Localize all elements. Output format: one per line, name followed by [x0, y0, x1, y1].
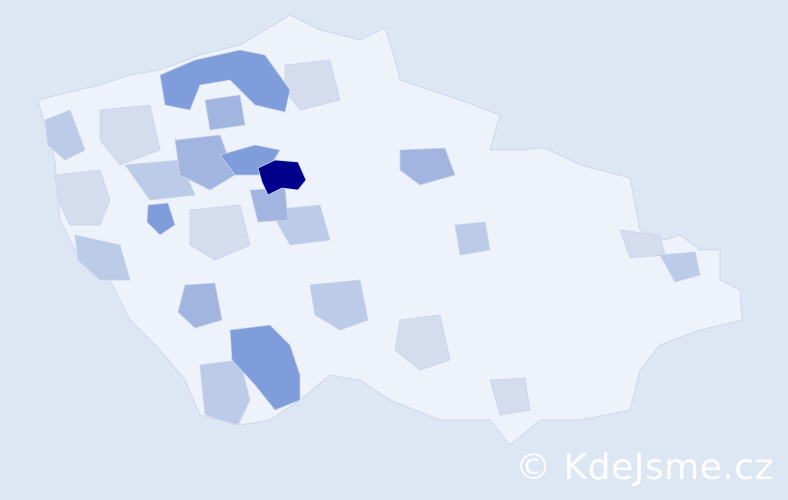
region	[159, 49, 291, 113]
region	[394, 314, 451, 371]
region	[659, 251, 701, 283]
region	[146, 202, 176, 236]
region	[99, 104, 161, 166]
region	[399, 147, 456, 186]
country-outline	[37, 14, 743, 446]
region	[124, 159, 196, 201]
region	[204, 94, 246, 131]
region	[229, 324, 301, 411]
region	[74, 234, 131, 281]
region	[309, 279, 369, 331]
region-darkest	[257, 159, 307, 196]
region	[177, 282, 223, 329]
region	[489, 377, 531, 416]
region	[454, 221, 491, 256]
region	[54, 169, 111, 226]
region	[174, 134, 236, 191]
region	[44, 109, 86, 161]
watermark: © KdeJsme.cz	[515, 447, 774, 488]
region	[189, 204, 251, 261]
